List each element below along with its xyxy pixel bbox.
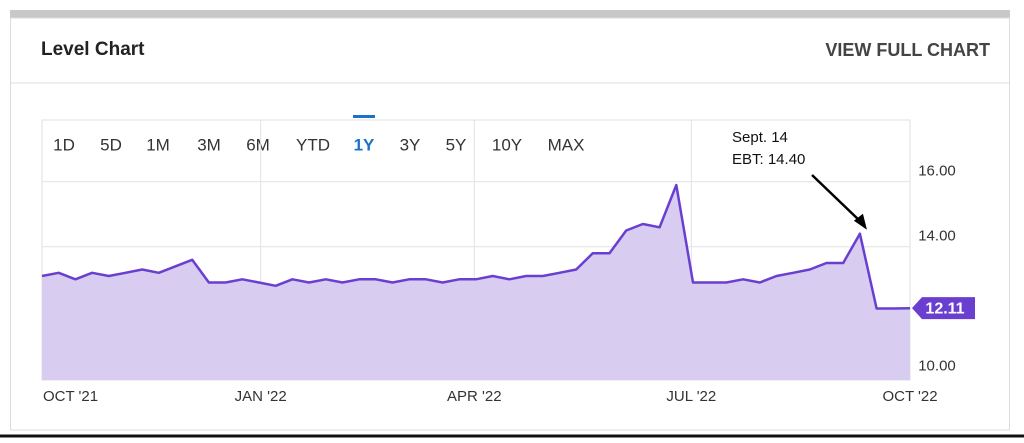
range-button[interactable]: 5Y	[446, 135, 467, 154]
annotation: EBT: 14.40	[732, 151, 805, 168]
x-tick-label: JAN '22	[235, 388, 287, 405]
y-tick-label: 14.00	[918, 228, 956, 245]
range-button[interactable]: 10Y	[492, 135, 522, 154]
x-tick-label: APR '22	[447, 388, 502, 405]
price-line	[41, 183, 911, 310]
range-button[interactable]: 5D	[100, 135, 122, 154]
range-button[interactable]: 6M	[246, 135, 270, 154]
x-tick-label: OCT '22	[882, 388, 937, 405]
range-button[interactable]: YTD	[296, 135, 330, 154]
range-button[interactable]: MAX	[548, 135, 585, 154]
y-tick-label: 16.00	[918, 163, 956, 180]
range-button[interactable]: 1M	[146, 135, 170, 154]
y-tick-label: 10.00	[918, 358, 956, 375]
last-value-label: 12.11	[925, 300, 964, 317]
area-fill	[42, 185, 910, 380]
range-button[interactable]: 3Y	[400, 135, 421, 154]
range-button[interactable]: 1Y	[354, 135, 375, 154]
view-full-chart[interactable]: VIEW FULL CHART	[825, 40, 990, 60]
annotation-arrow	[811, 174, 866, 227]
range-indicator	[353, 115, 375, 118]
annotation: Sept. 14	[732, 129, 788, 146]
x-tick-label: JUL '22	[666, 388, 716, 405]
card-title: Level Chart	[41, 39, 145, 60]
x-tick-label: OCT '21	[43, 388, 98, 405]
last-value-badge	[912, 297, 975, 320]
range-button[interactable]: 3M	[197, 135, 221, 154]
annotation-arrowhead	[853, 213, 867, 230]
top-bar	[10, 10, 1010, 18]
range-button[interactable]: 1D	[53, 135, 75, 154]
